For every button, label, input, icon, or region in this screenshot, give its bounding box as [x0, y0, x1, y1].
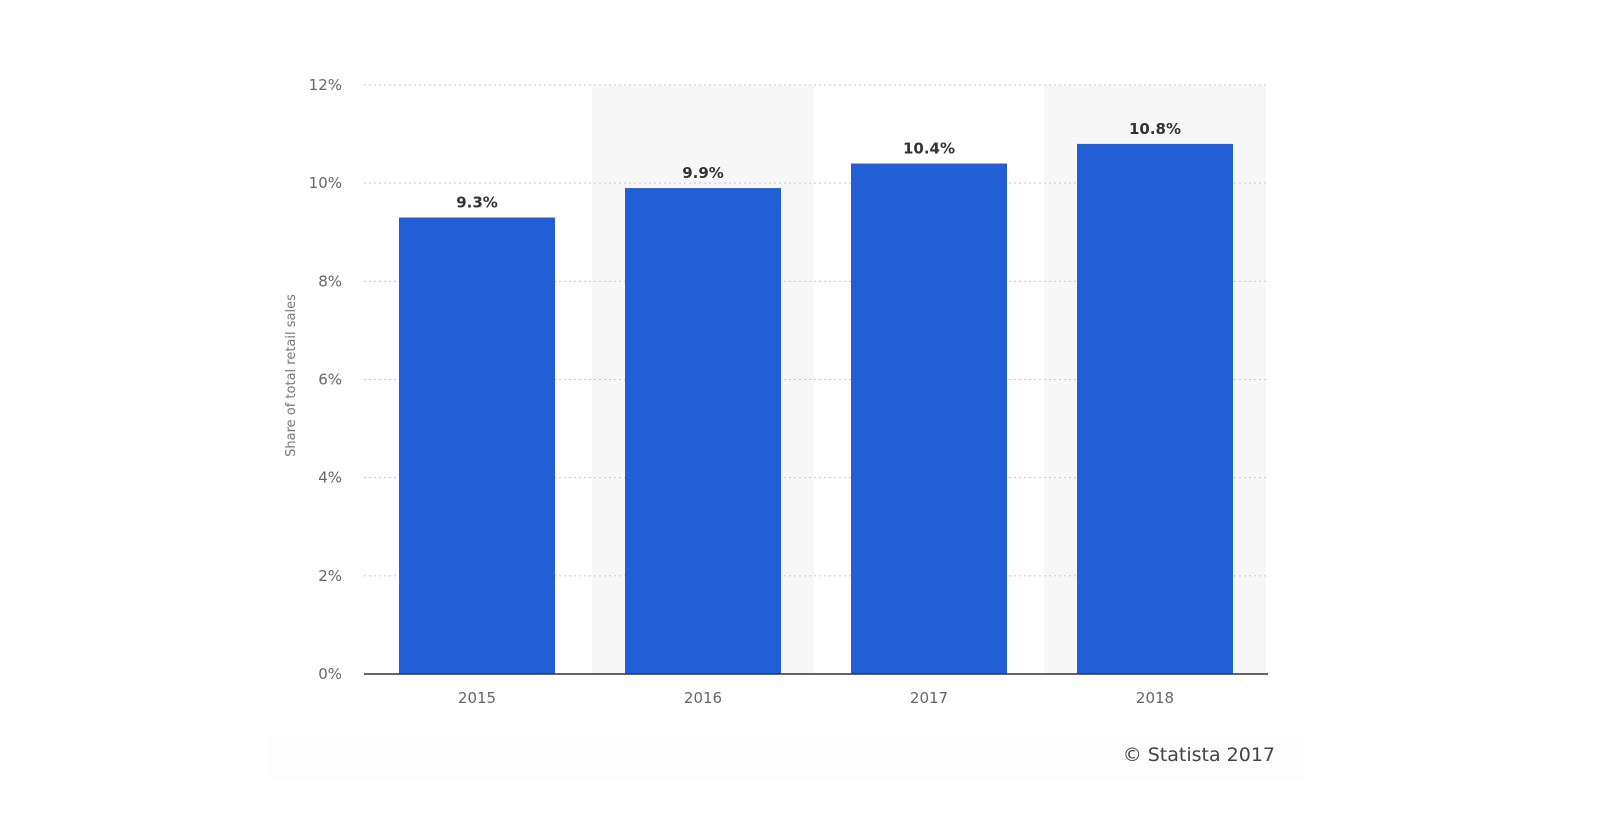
data-label: 10.4% [903, 140, 955, 158]
x-tick-label: 2018 [1136, 689, 1174, 707]
y-tick-label: 6% [318, 371, 342, 389]
data-label: 9.9% [682, 164, 724, 182]
y-tick-label: 2% [318, 567, 342, 585]
footer-band [270, 735, 1305, 780]
source-credit[interactable]: © Statista 2017 [1122, 744, 1275, 766]
bar-2017 [851, 163, 1007, 675]
y-tick-label: 4% [318, 469, 342, 487]
y-tick-label: 10% [309, 174, 342, 192]
x-tick-label: 2017 [910, 689, 948, 707]
x-tick-label: 2015 [458, 689, 496, 707]
bar-2016 [625, 188, 781, 674]
y-tick-label: 12% [309, 76, 342, 94]
y-tick-label: 0% [318, 665, 342, 683]
y-tick-label: 8% [318, 272, 342, 290]
bar-2015 [399, 217, 555, 674]
data-label: 10.8% [1129, 120, 1181, 138]
bar-2018 [1077, 143, 1233, 674]
data-label: 9.3% [456, 194, 498, 212]
y-axis-title: Share of total retail sales [284, 294, 299, 457]
x-tick-label: 2016 [684, 689, 722, 707]
